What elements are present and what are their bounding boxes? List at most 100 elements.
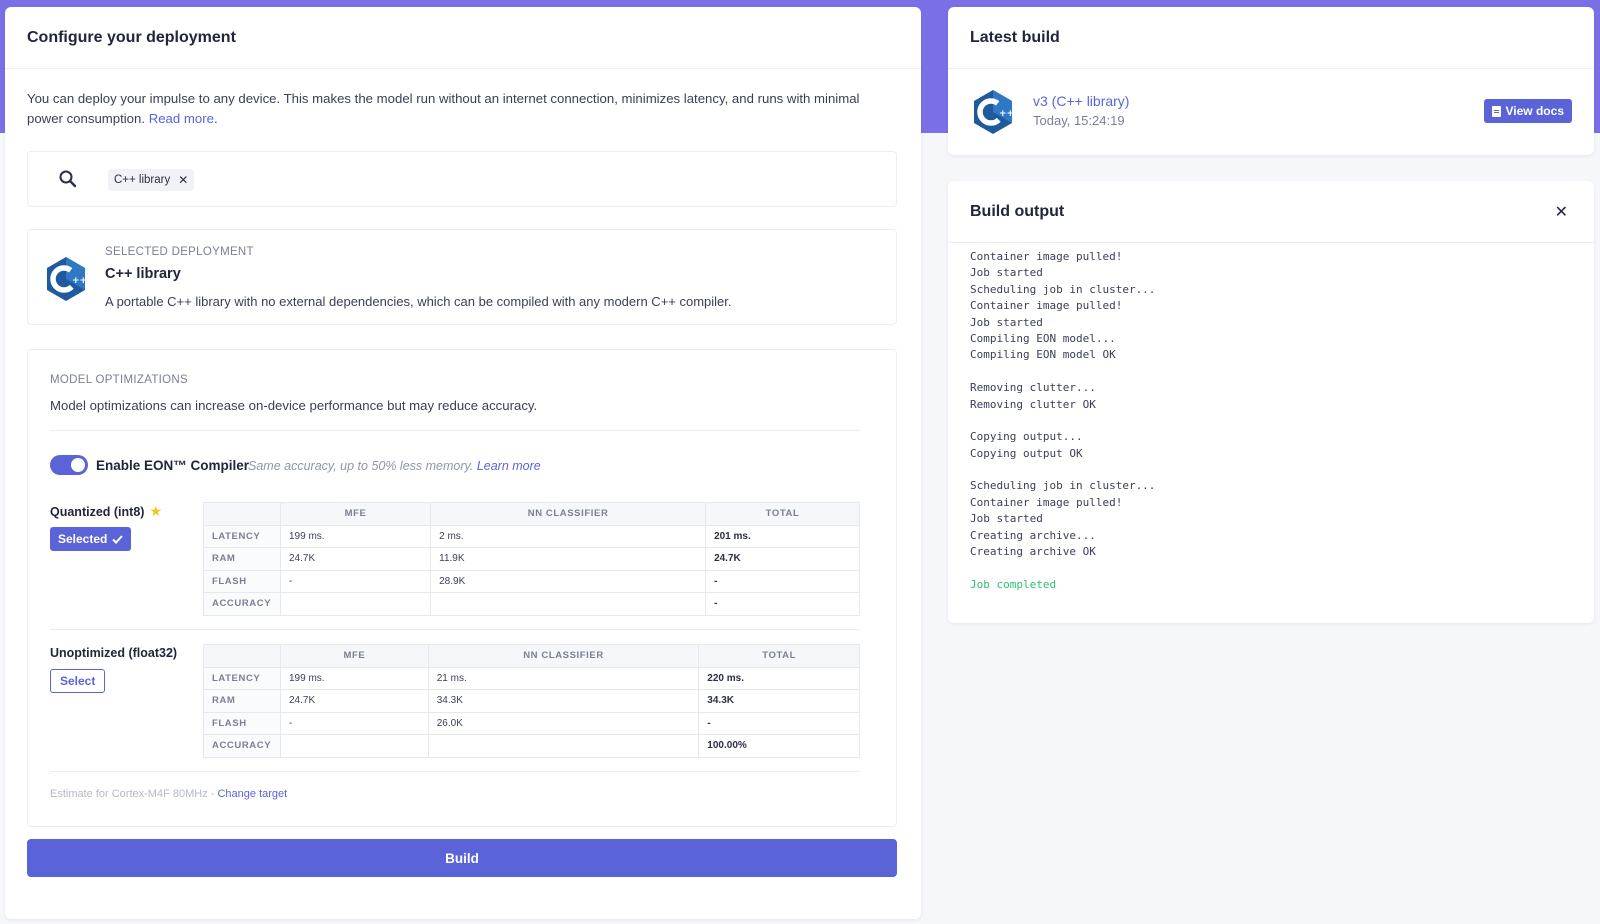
close-icon[interactable]: ✕ [1554,204,1568,221]
table-row: LATENCY 199 ms. 21 ms. 220 ms. [203,666,860,690]
table-row: FLASH - 28.9K - [203,569,860,593]
read-more-link[interactable]: Read more [148,111,214,126]
eon-note-text: Same accuracy, up to 50% less memory. [248,459,474,473]
estimate-note: Estimate for Cortex-M4F 80MHz - Change t… [50,788,287,800]
log-line: Container image pulled! [970,495,1123,509]
estimate-text: Estimate for Cortex-M4F 80MHz - [50,788,215,800]
log-line [970,364,1155,380]
table-row: LATENCY 199 ms. 2 ms. 201 ms. [203,524,860,548]
column-header: TOTAL [705,502,860,526]
learn-more-link[interactable]: Learn more [476,459,541,473]
configure-deployment-card: Configure your deployment You can deploy… [5,7,921,919]
table-cell-total: 201 ms. [705,524,860,548]
latest-build-title: Latest build [948,7,1594,69]
selected-button-label: Selected [58,532,108,546]
log-line: Scheduling job in cluster... [970,479,1156,493]
column-header: NN CLASSIFIER [427,644,700,668]
build-timestamp: Today, 15:24:19 [1033,113,1125,128]
variant-title-text: Unoptimized (float32) [50,646,178,660]
build-log: Container image pulled! Job started Schedu… [970,249,1155,593]
log-line: Removing clutter OK [970,397,1096,411]
table-cell-total: 34.3K [698,689,860,713]
deployment-search[interactable]: C++ library ✕ [27,151,897,207]
log-line: Container image pulled! [970,299,1123,313]
search-icon [59,170,77,188]
log-line: Job completed [970,577,1057,591]
toggle-knob [71,458,85,472]
table-row: RAM 24.7K 11.9K 24.7K [203,547,860,571]
table-cell-total: 100.00% [698,734,860,758]
log-line: Scheduling job in cluster... [970,282,1156,296]
log-line: Compiling EON model OK [970,348,1116,362]
table-header-row: MFE NN CLASSIFIER TOTAL [203,644,860,668]
divider [50,629,860,630]
intro-body: You can deploy your impulse to any devic… [27,91,860,126]
log-line: Removing clutter... [970,381,1096,395]
divider [50,771,860,772]
table-cell: 199 ms. [279,524,432,548]
row-label: RAM [203,689,281,713]
view-docs-button[interactable]: View docs [1483,99,1572,123]
log-line: Compiling EON model... [970,331,1116,345]
table-cell: 21 ms. [427,666,700,690]
table-cell: 28.9K [430,569,707,593]
row-label: LATENCY [203,666,281,690]
table-cell [430,592,707,616]
divider [50,430,860,431]
build-output-card: Build output ✕ Container image pulled! Jo… [948,181,1594,623]
log-line [970,560,1155,576]
eon-compiler-label: Enable EON™ Compiler [96,458,250,473]
table-cell: 24.7K [280,689,429,713]
close-icon[interactable]: ✕ [178,173,189,187]
table-cell-total: 220 ms. [698,666,860,690]
variant-title-text: Quantized (int8) [50,504,145,519]
log-line: Job started [970,512,1043,526]
table-cell-total: - [705,592,860,616]
cpp-logo-icon: ++ [974,90,1014,134]
column-header: NN CLASSIFIER [430,502,707,526]
table-row: FLASH - 26.0K - [203,711,860,735]
filter-chip-label: C++ library [114,174,171,186]
star-icon: ★ [149,503,163,519]
table-cell: - [279,569,432,593]
column-header: MFE [279,502,432,526]
selected-deployment-name: C++ library [105,266,181,282]
log-line: Job started [970,266,1043,280]
column-header [203,502,281,526]
variant-title-int8: Quantized (int8) ★ [50,503,162,520]
select-button[interactable]: Select [50,669,106,693]
svg-text:++: ++ [999,109,1014,119]
optimizations-label: MODEL OPTIMIZATIONS [50,374,188,386]
log-line: Container image pulled! [970,250,1123,263]
row-label: ACCURACY [203,592,281,616]
table-row: ACCURACY 100.00% [203,734,860,758]
change-target-link[interactable]: Change target [217,788,288,800]
build-button[interactable]: Build [27,839,897,877]
performance-table-float32: MFE NN CLASSIFIER TOTAL LATENCY 199 ms. … [203,644,860,758]
table-cell-total: - [705,569,860,593]
view-docs-label: View docs [1505,104,1564,118]
variant-title-float32: Unoptimized (float32) [50,646,177,660]
table-header-row: MFE NN CLASSIFIER TOTAL [203,502,860,526]
row-label: LATENCY [203,524,281,548]
row-label: FLASH [203,569,281,593]
column-header [203,644,281,668]
optimizations-description: Model optimizations can increase on-devi… [50,398,538,413]
selected-button[interactable]: Selected [50,527,132,551]
build-name-link[interactable]: v3 (C++ library) [1033,93,1130,109]
log-line: Job started [970,315,1043,329]
row-label: RAM [203,547,281,571]
model-optimizations: MODEL OPTIMIZATIONS Model optimizations … [27,349,897,827]
log-line: Creating archive... [970,528,1096,542]
selected-deployment-label: SELECTED DEPLOYMENT [105,246,254,258]
log-line [970,413,1155,429]
build-output-title: Build output [948,181,1594,243]
table-cell-total: 24.7K [705,547,860,571]
row-label: FLASH [203,711,281,735]
log-line: Creating archive OK [970,545,1096,559]
table-cell [280,734,429,758]
log-line: Copying output... [970,430,1083,444]
svg-text:++: ++ [72,276,87,286]
eon-compiler-toggle[interactable] [50,455,88,475]
table-cell: 26.0K [427,711,700,735]
